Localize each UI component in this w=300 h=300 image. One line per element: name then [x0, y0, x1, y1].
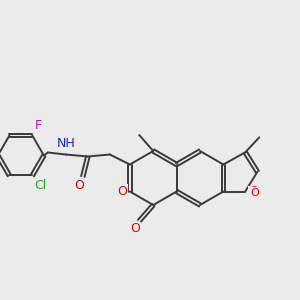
Text: O: O: [250, 188, 259, 197]
Text: O: O: [117, 185, 127, 198]
Text: NH: NH: [56, 137, 75, 150]
Text: Cl: Cl: [34, 179, 46, 192]
Text: O: O: [130, 223, 140, 236]
Text: O: O: [249, 187, 258, 196]
Text: O: O: [74, 179, 84, 192]
Text: F: F: [35, 119, 42, 132]
